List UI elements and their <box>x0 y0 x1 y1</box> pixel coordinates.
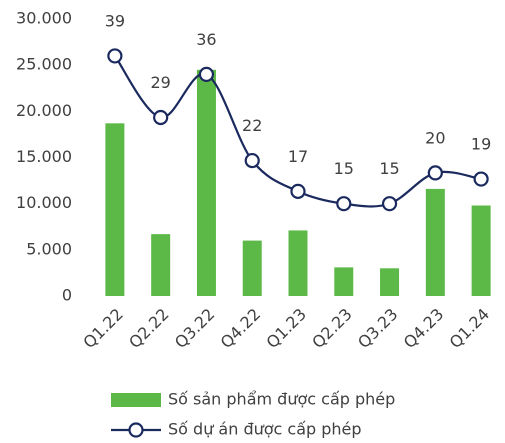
y-tick-label: 30.000 <box>16 9 72 28</box>
x-tick-label: Q4.23 <box>400 305 448 353</box>
line-marker <box>427 165 443 181</box>
bar <box>425 188 445 296</box>
y-tick-label: 20.000 <box>16 101 72 120</box>
line-marker <box>473 171 489 187</box>
line-marker <box>198 66 215 83</box>
x-tick-label: Q1.23 <box>262 305 310 353</box>
x-tick-label: Q2.22 <box>125 305 173 353</box>
data-label: 20 <box>425 128 445 147</box>
legend-marker <box>128 422 144 438</box>
x-tick-label: Q1.24 <box>446 305 494 353</box>
legend-label: Số dự án được cấp phép <box>168 420 362 439</box>
data-label: 15 <box>334 159 354 178</box>
bar <box>151 234 171 296</box>
data-label: 22 <box>242 116 262 135</box>
bar <box>288 230 308 296</box>
x-tick-label: Q4.22 <box>217 305 265 353</box>
legend-swatch <box>111 393 161 407</box>
line-marker <box>153 109 169 126</box>
line-marker <box>381 196 398 212</box>
y-tick-label: 15.000 <box>16 147 72 166</box>
bar <box>334 267 354 296</box>
line-marker <box>107 48 123 64</box>
y-tick-label: 10.000 <box>16 193 72 212</box>
x-tick-label: Q3.22 <box>171 305 219 353</box>
y-tick-label: 0 <box>62 286 72 305</box>
data-label: 36 <box>196 30 216 49</box>
y-tick-label: 25.000 <box>16 55 72 74</box>
line-marker <box>290 183 306 199</box>
data-label: 17 <box>288 147 308 166</box>
data-label: 15 <box>379 159 399 178</box>
data-label: 29 <box>150 73 170 92</box>
bar <box>196 69 216 297</box>
bar <box>471 205 491 296</box>
bar <box>380 268 400 296</box>
data-label: 39 <box>105 11 125 30</box>
bar <box>242 240 262 296</box>
x-tick-label: Q3.23 <box>354 305 402 353</box>
data-label: 19 <box>471 135 491 154</box>
legend-label: Số sản phẩm được cấp phép <box>168 390 395 409</box>
x-tick-label: Q2.23 <box>308 305 356 353</box>
line-marker <box>336 196 352 212</box>
y-tick-label: 5.000 <box>26 239 72 258</box>
x-tick-label: Q1.22 <box>79 305 127 353</box>
bar <box>105 123 125 296</box>
line-marker <box>244 152 260 169</box>
